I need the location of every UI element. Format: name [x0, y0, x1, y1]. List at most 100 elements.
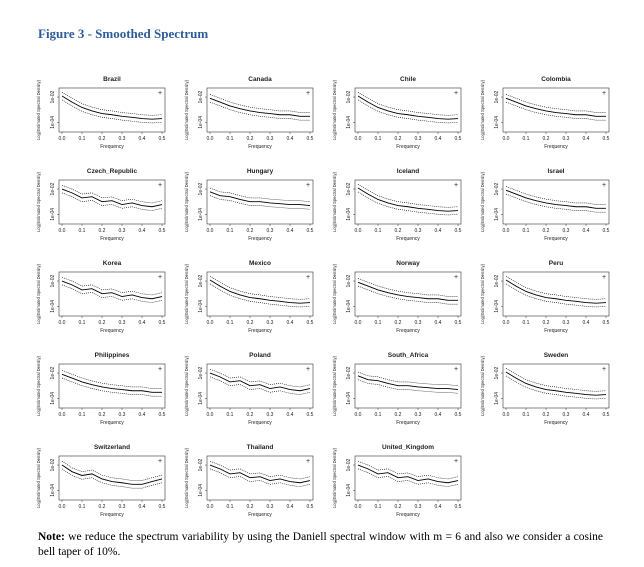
y-tick-label: 1e-02 — [494, 182, 500, 195]
x-tick-label: 0.0 — [355, 136, 362, 142]
plus-marker: + — [306, 366, 310, 373]
x-tick-label: 0.0 — [355, 228, 362, 234]
x-tick-label: 0.2 — [99, 320, 106, 326]
y-tick-label: 1e-04 — [346, 208, 352, 221]
x-tick-label: 0.3 — [415, 504, 422, 510]
x-tick-label: 0.5 — [455, 412, 462, 418]
spectrum-line — [209, 97, 310, 117]
x-tick-label: 0.5 — [603, 412, 610, 418]
y-tick-label: 1e-04 — [50, 392, 56, 405]
y-tick-label: 1e-02 — [346, 274, 352, 287]
x-tick-label: 0.2 — [395, 320, 402, 326]
plot-frame — [58, 87, 166, 133]
plus-marker: + — [602, 90, 606, 97]
spectrum-line — [61, 373, 162, 393]
x-tick-label: 0.4 — [583, 320, 590, 326]
spectrum-line — [357, 460, 459, 480]
y-axis-label: Log(Estimated Spectral Density) — [184, 79, 189, 140]
x-tick-label: 0.0 — [355, 412, 362, 418]
plus-marker: + — [158, 182, 162, 189]
x-axis-label: Frequency — [544, 144, 568, 150]
x-tick-label: 0.2 — [395, 136, 402, 142]
y-tick-label: 1e-02 — [346, 366, 352, 379]
x-tick-label: 0.3 — [415, 136, 422, 142]
plus-marker: + — [454, 458, 458, 465]
spectrum-line — [357, 91, 459, 116]
y-tick-label: 1e-02 — [346, 458, 352, 471]
x-tick-label: 0.3 — [415, 320, 422, 326]
spectrum-line — [61, 188, 163, 208]
x-axis-label: Frequency — [544, 236, 568, 242]
x-tick-label: 0.4 — [139, 504, 146, 510]
note: Note: we reduce the spectrum variability… — [38, 530, 603, 560]
x-tick-label: 0.5 — [159, 136, 166, 142]
x-tick-label: 0.2 — [543, 412, 550, 418]
y-tick-label: 1e-02 — [50, 458, 56, 471]
y-tick-label: 1e-02 — [198, 182, 204, 195]
y-axis-label: Log(Estimated Spectral Density) — [332, 447, 337, 508]
x-tick-label: 0.4 — [583, 412, 590, 418]
x-tick-label: 0.1 — [79, 136, 86, 142]
x-axis-label: Frequency — [396, 236, 420, 242]
spectrum-line — [61, 192, 163, 211]
chart-title: Canada — [248, 76, 272, 83]
y-tick-label: 1e-02 — [346, 182, 352, 195]
plus-marker: + — [158, 366, 162, 373]
x-axis-label: Frequency — [100, 328, 124, 334]
y-tick-label: 1e-04 — [50, 484, 56, 497]
x-tick-label: 0.3 — [267, 228, 274, 234]
y-tick-label: 1e-04 — [198, 392, 204, 405]
y-tick-label: 1e-04 — [198, 116, 204, 129]
plot-frame — [502, 363, 610, 409]
chart-title: Iceland — [397, 168, 419, 175]
x-tick-label: 0.5 — [455, 320, 462, 326]
spectrum-line — [61, 280, 163, 300]
x-tick-label: 0.5 — [159, 320, 166, 326]
figure-title: Figure 3 - Smoothed Spectrum — [38, 26, 208, 41]
x-tick-label: 0.2 — [395, 504, 402, 510]
x-tick-label: 0.2 — [247, 228, 254, 234]
x-tick-label: 0.0 — [207, 412, 214, 418]
x-tick-label: 0.4 — [287, 228, 294, 234]
x-tick-label: 0.1 — [227, 320, 234, 326]
spectrum-line — [357, 371, 459, 387]
y-tick-label: 1e-04 — [494, 300, 500, 313]
chart-title: Poland — [249, 352, 271, 359]
x-tick-label: 0.1 — [375, 136, 382, 142]
x-tick-label: 0.4 — [287, 504, 294, 510]
x-axis-label: Frequency — [248, 328, 272, 334]
chart-title: Mexico — [249, 260, 271, 267]
x-tick-label: 0.3 — [119, 228, 126, 234]
x-tick-label: 0.4 — [139, 136, 146, 142]
spectrum-line — [61, 460, 163, 481]
y-tick-label: 1e-04 — [198, 208, 204, 221]
x-axis-label: Frequency — [544, 328, 568, 334]
chart-title: Norway — [396, 260, 420, 267]
spectrum-line — [357, 379, 459, 394]
x-tick-label: 0.1 — [523, 228, 530, 234]
plot-frame — [354, 363, 462, 409]
spectrum-line — [505, 279, 607, 304]
spectrum-line — [61, 464, 163, 485]
x-tick-label: 0.1 — [375, 412, 382, 418]
spectrum-line — [61, 95, 163, 120]
plot-frame — [58, 455, 166, 501]
x-tick-label: 0.1 — [79, 228, 86, 234]
plus-marker: + — [602, 366, 606, 373]
x-tick-label: 0.1 — [523, 412, 530, 418]
x-axis-label: Frequency — [248, 144, 272, 150]
y-tick-label: 1e-02 — [494, 274, 500, 287]
plus-marker: + — [158, 90, 162, 97]
x-tick-label: 0.2 — [247, 136, 254, 142]
x-axis-label: Frequency — [248, 512, 272, 518]
x-tick-label: 0.3 — [119, 412, 126, 418]
x-tick-label: 0.3 — [119, 136, 126, 142]
x-tick-label: 0.3 — [415, 412, 422, 418]
spectrum-line — [505, 275, 607, 300]
spectrum-line — [505, 367, 607, 392]
spectrum-line — [505, 101, 606, 121]
plot-frame — [354, 87, 462, 133]
x-tick-label: 0.2 — [99, 136, 106, 142]
chart-title: Thailand — [247, 444, 274, 451]
